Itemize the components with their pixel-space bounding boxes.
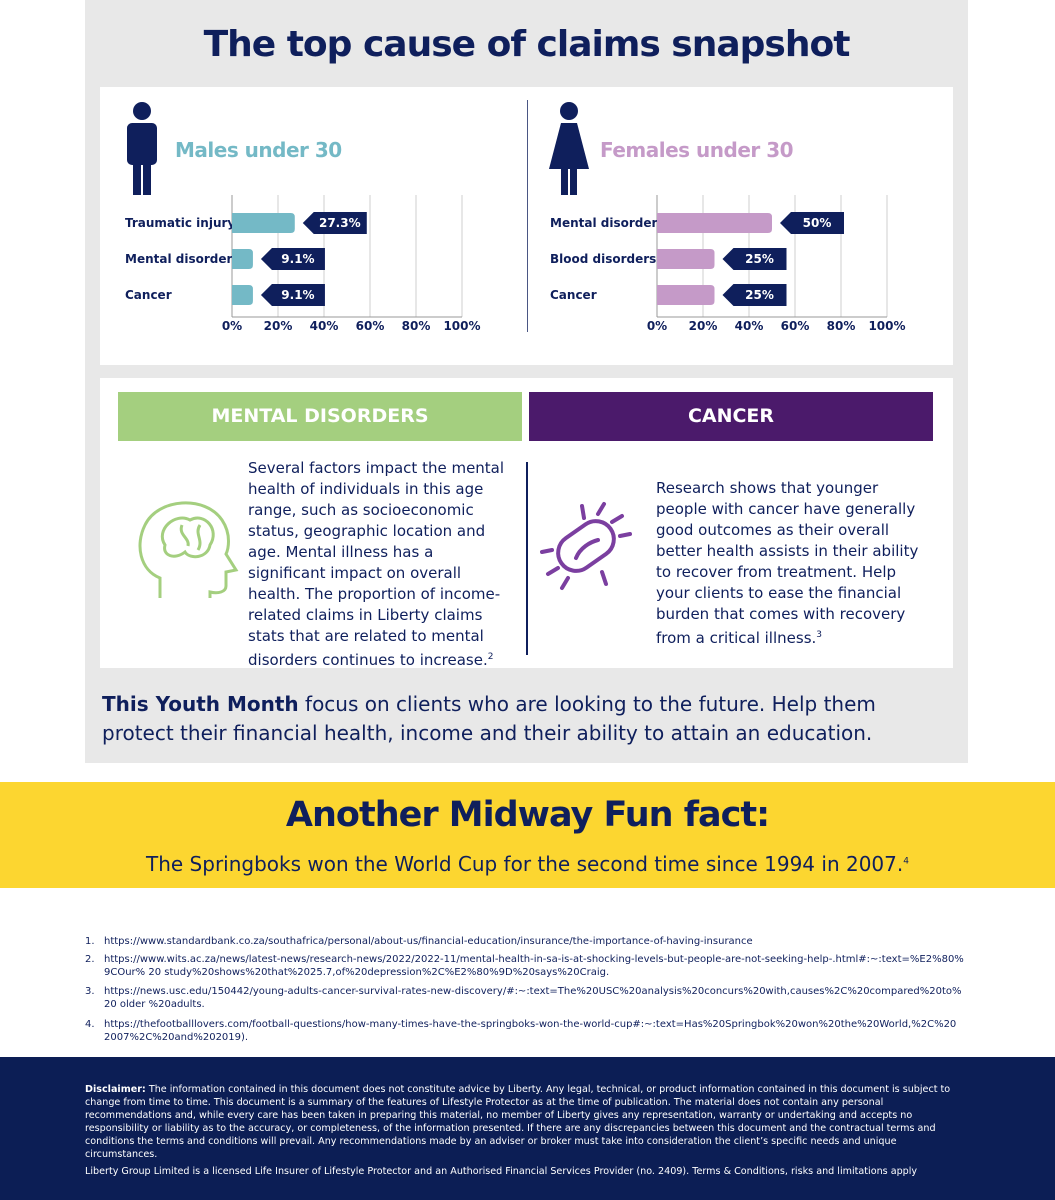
chart-title: Females under 30 — [600, 138, 793, 162]
divider — [526, 462, 528, 655]
disclaimer: Disclaimer: The information contained in… — [85, 1083, 970, 1178]
reference-url: https://thefootballlovers.com/football-q… — [104, 1019, 957, 1043]
value-badge — [722, 248, 787, 270]
chart-title: Males under 30 — [175, 138, 342, 162]
reference: 3. https://news.usc.edu/150442/young-adul… — [85, 985, 965, 1011]
category-label: Cancer — [125, 288, 172, 302]
section-body: Research shows that younger people with … — [656, 479, 919, 647]
brain-icon — [138, 501, 239, 598]
callout: This Youth Month focus on clients who ar… — [102, 690, 902, 748]
x-tick-label: 20% — [689, 319, 718, 333]
bar — [232, 213, 295, 233]
reference-url: https://www.wits.ac.za/news/latest-news/… — [104, 954, 964, 978]
section-header: MENTAL DISORDERS — [118, 392, 522, 441]
disclaimer-text: The information contained in this docume… — [85, 1084, 951, 1160]
reference-url: https://news.usc.edu/150442/young-adults… — [104, 986, 962, 1010]
reference: 1. https://www.standardbank.co.za/southaf… — [85, 935, 965, 948]
reference-url: https://www.standardbank.co.za/southafri… — [104, 936, 753, 947]
main-title: The top cause of claims snapshot — [203, 24, 851, 65]
x-tick-label: 80% — [402, 319, 431, 333]
value-label: 50% — [803, 216, 832, 230]
callout-bold: This Youth Month — [102, 692, 299, 716]
value-label: 27.3% — [319, 216, 361, 230]
category-label: Mental disorders — [125, 252, 240, 266]
bacteria-icon — [540, 502, 632, 590]
x-tick-label: 80% — [827, 319, 856, 333]
value-label: 9.1% — [281, 252, 314, 266]
x-tick-label: 60% — [781, 319, 810, 333]
footnote-ref: 2 — [487, 652, 494, 662]
section-text: Research shows that younger people with … — [656, 478, 926, 649]
reference: 2. https://www.wits.ac.za/news/latest-new… — [85, 953, 965, 979]
footer — [0, 1057, 1055, 1200]
bar — [657, 249, 715, 269]
value-badge — [780, 212, 844, 234]
category-label: Cancer — [550, 288, 597, 302]
value-badge — [302, 212, 367, 234]
chart: Males under 30 0% 20% 40% 60% 80% 100% Traumati… — [125, 102, 481, 333]
category-label: Traumatic injury — [125, 216, 235, 230]
bar — [232, 285, 253, 305]
category-label: Blood disorders — [550, 252, 656, 266]
male-icon — [127, 102, 157, 195]
x-tick-label: 100% — [443, 319, 480, 333]
x-tick-label: 40% — [310, 319, 339, 333]
chart: Females under 30 0% 20% 40% 60% 80% 100% Mental… — [527, 100, 906, 333]
value-label: 25% — [745, 288, 774, 302]
x-tick-label: 60% — [356, 319, 385, 333]
reference-number: 2. — [85, 954, 95, 965]
x-tick-label: 40% — [735, 319, 764, 333]
footnote-ref: 4 — [903, 856, 909, 867]
footnote-ref: 3 — [816, 630, 823, 640]
reference-number: 1. — [85, 936, 95, 947]
fun-fact-text: The Springboks won the World Cup for the… — [0, 852, 1055, 876]
reference-number: 3. — [85, 986, 95, 997]
x-tick-label: 0% — [647, 319, 667, 333]
fun-fact-body: The Springboks won the World Cup for the… — [146, 852, 904, 876]
fun-fact-band — [0, 782, 1055, 888]
category-label: Mental disorders — [550, 216, 665, 230]
reference-number: 4. — [85, 1019, 95, 1030]
x-tick-label: 100% — [868, 319, 905, 333]
section-header: CANCER — [529, 392, 933, 441]
bar — [232, 249, 253, 269]
female-icon — [549, 102, 589, 195]
bar — [657, 213, 772, 233]
value-label: 25% — [745, 252, 774, 266]
bar — [657, 285, 715, 305]
section-text: Several factors impact the mental health… — [248, 458, 510, 671]
x-tick-label: 20% — [264, 319, 293, 333]
value-badge — [722, 284, 787, 306]
x-tick-label: 0% — [222, 319, 242, 333]
reference: 4. https://thefootballlovers.com/football… — [85, 1018, 965, 1044]
value-badge — [260, 248, 325, 270]
fun-fact-title: Another Midway Fun fact: — [285, 795, 770, 835]
value-label: 9.1% — [281, 288, 314, 302]
section-body: Several factors impact the mental health… — [248, 459, 505, 669]
license: Liberty Group Limited is a licensed Life… — [85, 1166, 918, 1177]
value-badge — [260, 284, 325, 306]
disclaimer-label: Disclaimer: — [85, 1084, 146, 1095]
callout-text: focus on clients who are looking to the … — [102, 692, 876, 745]
